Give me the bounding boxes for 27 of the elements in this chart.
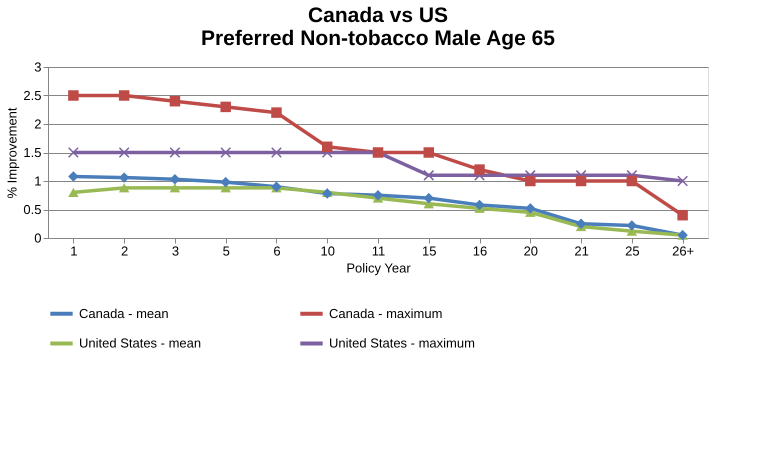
- x-tick-label: 1: [70, 244, 78, 258]
- x-tick-label: 11: [372, 244, 386, 258]
- x-tick-label: 20: [524, 244, 538, 258]
- x-tick-label: 10: [320, 244, 335, 258]
- legend-label: Canada - maximum: [329, 306, 442, 321]
- x-tick-label: 2: [121, 244, 128, 258]
- y-tick-label: 2: [34, 116, 42, 132]
- y-tick-label: 3: [34, 60, 42, 74]
- x-tick-label: 3: [172, 244, 180, 258]
- x-tick-label: 15: [422, 244, 437, 258]
- y-axis-title: % Improvement: [4, 107, 20, 199]
- x-tick-label: 26+: [672, 244, 694, 258]
- chart-title: Canada vs US Preferred Non-tobacco Male Age 65: [201, 4, 556, 50]
- y-tick-label: 0: [34, 230, 42, 246]
- x-tick-label: 25: [625, 244, 640, 258]
- legend-label: United States - mean: [79, 336, 202, 350]
- y-tick-label: 0.5: [23, 202, 42, 217]
- legend-label: Canada - mean: [79, 306, 169, 321]
- legend-label: United States - maximum: [329, 336, 475, 350]
- y-tick-label: 1: [34, 174, 42, 188]
- x-tick-label: 16: [472, 244, 488, 258]
- y-tick-label: 2.5: [23, 88, 42, 103]
- y-tick-label: 1.5: [23, 145, 42, 160]
- x-tick-label: 21: [574, 244, 589, 258]
- x-tick-label: 5: [222, 244, 230, 258]
- x-tick-label: 6: [273, 244, 281, 258]
- x-axis-title: Policy Year: [346, 260, 412, 276]
